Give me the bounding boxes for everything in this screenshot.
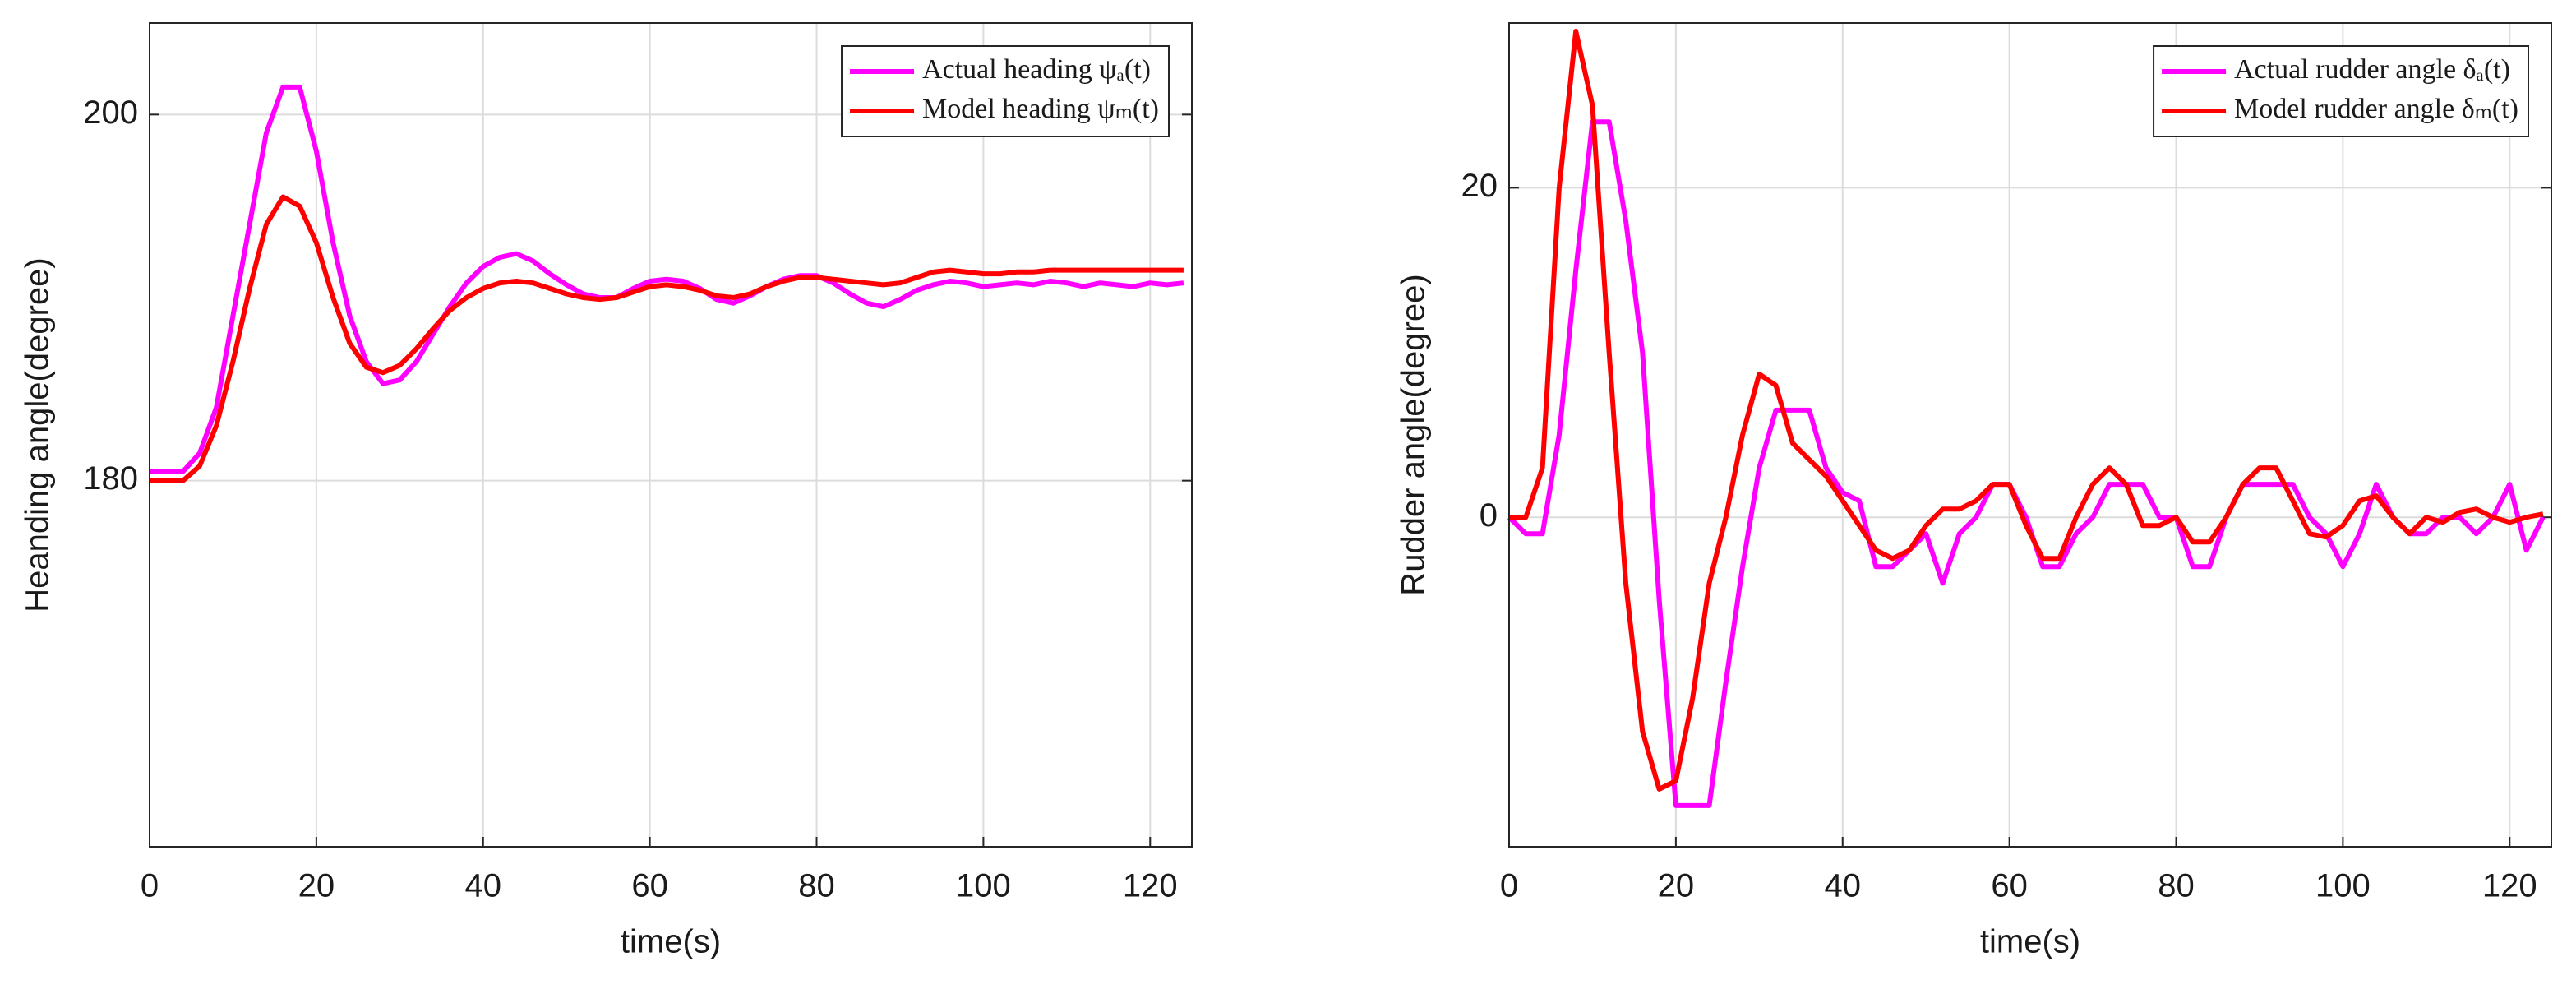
axes-box: [1508, 22, 2552, 848]
plot-area: [1509, 23, 2551, 847]
x-tick-label: 60: [1991, 868, 2028, 904]
x-tick-label: 40: [1825, 868, 1862, 904]
x-tick-label: 120: [1123, 868, 1178, 904]
plot: 0 20 40 60 80 100 120 180 200 time(s) Heanding ang…: [20, 22, 1193, 960]
y-tick-label: 0: [1480, 497, 1498, 534]
x-tick-label: 60: [631, 868, 668, 904]
y-tick-label: 180: [83, 460, 138, 497]
x-tick-label: 20: [298, 868, 335, 904]
series-line: [150, 194, 1184, 483]
legend-box: [2153, 45, 2529, 137]
x-tick-label: 40: [465, 868, 502, 904]
plot: 0 20 40 60 80 100 120 0 20 time(s) Rudder angle(de…: [1396, 22, 2552, 960]
x-tick-label: 100: [2315, 868, 2371, 904]
legend: Actual rudder angle δₐ(t) Model rudder an…: [2153, 45, 2529, 137]
legend-label: Model rudder angle δₘ(t): [2234, 94, 2518, 124]
series-line: [150, 84, 1184, 474]
x-axis-label: time(s): [621, 924, 721, 960]
legend-box: [841, 45, 1170, 137]
y-tick-label: 20: [1461, 168, 1498, 204]
y-axis-label: Rudder angle(degree): [1396, 274, 1432, 595]
axes-box: [149, 22, 1193, 848]
plot-area: [150, 23, 1192, 847]
x-tick-label: 120: [2482, 868, 2537, 904]
x-tick-label: 0: [141, 868, 159, 904]
x-tick-label: 100: [956, 868, 1011, 904]
series-line: [1509, 29, 2544, 792]
x-tick-label: 0: [1500, 868, 1518, 904]
x-tick-label: 20: [1658, 868, 1695, 904]
x-tick-label: 80: [798, 868, 835, 904]
y-tick-label: 200: [83, 95, 138, 131]
legend: Actual heading ψₐ(t) Model heading ψₘ(t): [841, 45, 1170, 137]
legend-label: Model heading ψₘ(t): [922, 94, 1159, 124]
y-axis-label: Heanding angle(degree): [20, 257, 56, 612]
x-axis-label: time(s): [1980, 924, 2080, 960]
x-tick-label: 80: [2158, 868, 2195, 904]
legend-label: Actual rudder angle δₐ(t): [2234, 54, 2510, 85]
legend-label: Actual heading ψₐ(t): [922, 54, 1151, 85]
series-line: [1507, 119, 2546, 808]
